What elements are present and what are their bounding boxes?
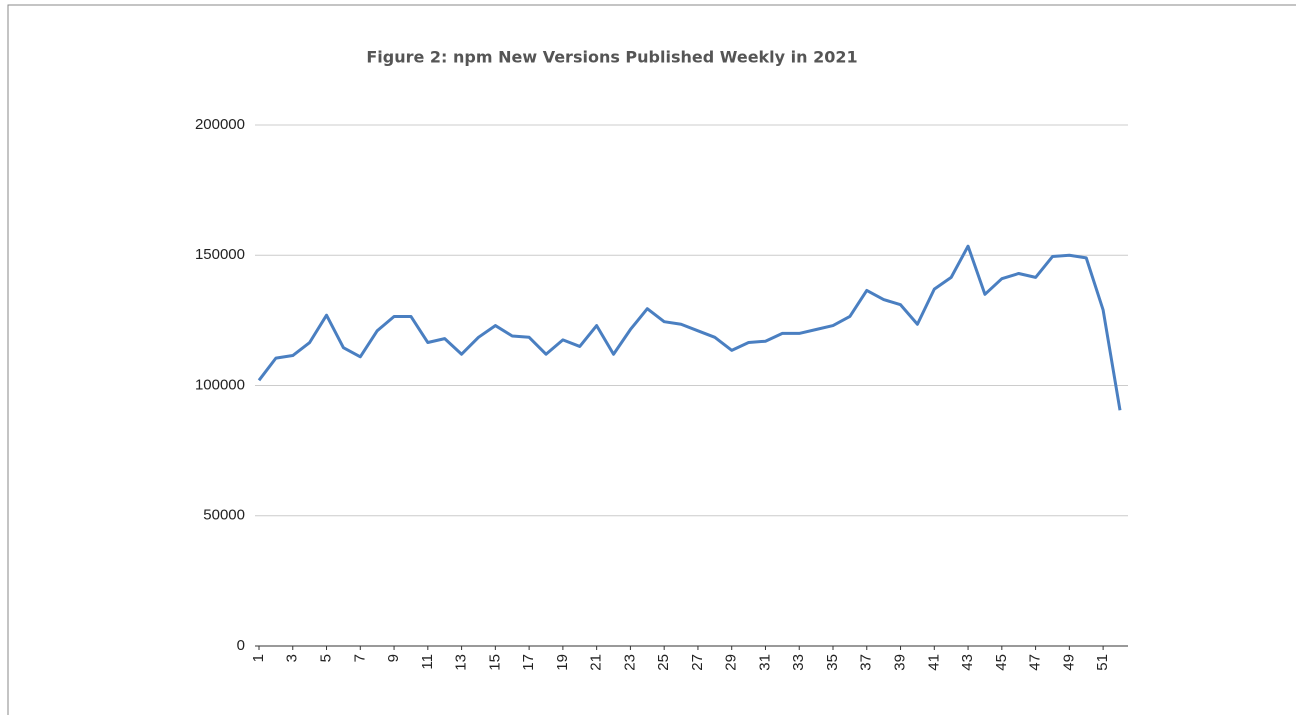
x-tick-label: 47 xyxy=(1027,654,1044,671)
x-tick-label: 31 xyxy=(756,654,773,671)
x-tick-label: 1 xyxy=(250,654,267,662)
x-tick-label: 41 xyxy=(925,654,942,671)
x-tick-label: 11 xyxy=(419,654,436,670)
x-tick-label: 51 xyxy=(1094,654,1111,671)
x-tick-label: 25 xyxy=(655,654,672,671)
x-tick-label: 3 xyxy=(284,654,301,662)
y-tick-label: 150000 xyxy=(195,246,245,263)
x-tick-label: 19 xyxy=(554,654,571,671)
x-tick-label: 15 xyxy=(486,654,503,671)
x-tick-label: 17 xyxy=(520,654,537,671)
x-tick-label: 23 xyxy=(621,654,638,671)
chart-title: Figure 2: npm New Versions Published Wee… xyxy=(366,48,857,67)
x-tick-label: 7 xyxy=(351,654,368,662)
x-tick-label: 49 xyxy=(1060,654,1077,671)
x-tick-label: 21 xyxy=(588,654,605,671)
x-tick-label: 13 xyxy=(453,654,470,671)
x-tick-label: 29 xyxy=(723,654,740,671)
line xyxy=(257,244,1122,411)
x-tick-label: 9 xyxy=(385,654,402,662)
y-tick-label: 0 xyxy=(237,637,245,654)
x-tick-label: 35 xyxy=(824,654,841,671)
frame xyxy=(7,4,1296,715)
x-tick-label: 39 xyxy=(891,654,908,671)
y-tick-label: 50000 xyxy=(203,507,245,524)
x-tick-label: 43 xyxy=(959,654,976,671)
x-tick-label: 33 xyxy=(790,654,807,671)
x-tick-label: 5 xyxy=(317,654,334,662)
y-tick-label: 200000 xyxy=(195,116,245,133)
x-tick-label: 27 xyxy=(689,654,706,671)
x-tick-label: 45 xyxy=(993,654,1010,671)
x-tick-label: 37 xyxy=(858,654,875,671)
y-tick-label: 100000 xyxy=(195,376,245,393)
